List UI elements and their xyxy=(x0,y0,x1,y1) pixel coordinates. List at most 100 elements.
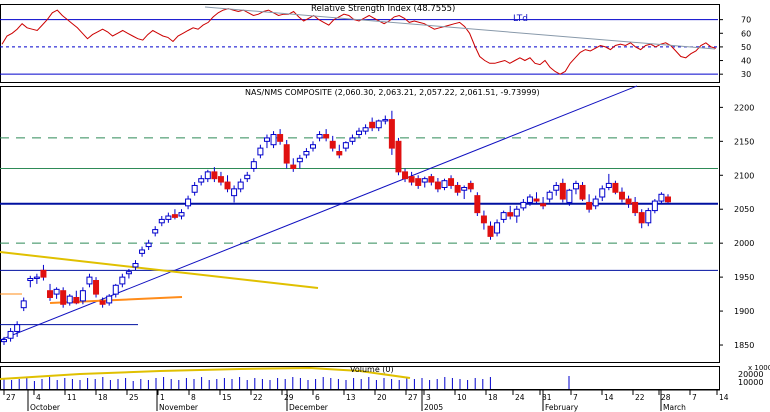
price-title: NAS/NMS COMPOSITE (2,060.30, 2,063.21, 2… xyxy=(245,88,540,97)
candle-body xyxy=(244,174,251,180)
candle-body xyxy=(93,280,100,295)
ltd-annotation: LTd xyxy=(513,14,528,24)
candle-body xyxy=(86,276,93,285)
candle-body xyxy=(119,276,126,285)
candle-body xyxy=(40,269,47,278)
candle-body xyxy=(513,208,520,217)
rsi-line xyxy=(1,8,717,75)
price-tick-label: 1900 xyxy=(734,307,754,316)
candle-body xyxy=(14,324,21,332)
candle-body xyxy=(415,178,422,186)
candle-body xyxy=(480,215,487,224)
candle-body xyxy=(198,178,205,183)
rsi-trendline xyxy=(204,6,716,50)
candle-body xyxy=(375,120,382,129)
candle-body xyxy=(1,339,7,343)
price-tick-label: 2150 xyxy=(734,137,754,146)
candle-body xyxy=(66,295,73,304)
candle-body xyxy=(191,184,198,193)
uptrend-line xyxy=(0,85,638,341)
month-label: November xyxy=(159,403,199,412)
candle-body xyxy=(211,171,218,180)
candle-body xyxy=(618,191,625,200)
price-tick-label: 1850 xyxy=(734,341,754,350)
candle-body xyxy=(336,151,343,156)
candle-body xyxy=(224,181,231,190)
month-label: 2005 xyxy=(424,403,443,412)
x-tick-label: 27 xyxy=(6,393,16,402)
x-tick-label: 3 xyxy=(426,393,431,402)
candle-body xyxy=(651,200,658,212)
candle-body xyxy=(349,137,356,142)
candle-body xyxy=(658,193,665,202)
rsi-tick-label: 70 xyxy=(741,16,751,25)
candle-body xyxy=(474,195,481,214)
candle-body xyxy=(53,288,60,295)
price-panel-frame xyxy=(0,86,720,363)
candle-body xyxy=(217,176,224,183)
x-tick-label: 4 xyxy=(36,393,41,402)
x-tick-label: 27 xyxy=(408,393,418,402)
candle-body xyxy=(546,191,553,200)
x-tick-label: 31 xyxy=(542,393,552,402)
candle-body xyxy=(99,300,106,305)
candle-body xyxy=(612,182,619,193)
x-tick-label: 13 xyxy=(346,393,356,402)
candle-body xyxy=(178,212,185,217)
candle-body xyxy=(145,242,152,248)
rsi-tick-label: 30 xyxy=(741,70,751,79)
candle-body xyxy=(461,186,468,191)
candle-body xyxy=(605,182,612,188)
price-tick-label: 2000 xyxy=(734,239,754,248)
month-label: February xyxy=(545,403,579,412)
candle-body xyxy=(645,210,652,224)
candle-body xyxy=(257,147,264,156)
rsi-title: Relative Strength Index (48.7555) xyxy=(311,4,455,14)
x-tick-label: 7 xyxy=(692,393,697,402)
x-tick-label: 11 xyxy=(67,393,77,402)
candle-body xyxy=(309,144,316,149)
candle-body xyxy=(533,198,540,202)
x-tick-label: 7 xyxy=(573,393,578,402)
candle-body xyxy=(579,184,586,200)
candle-body xyxy=(572,182,579,190)
candle-body xyxy=(500,212,507,220)
volume-tick-20000: 20000 xyxy=(738,370,763,379)
price-tick-label: 2100 xyxy=(734,171,754,180)
candle-body xyxy=(566,189,573,203)
candle-body xyxy=(638,212,645,224)
x-tick-label: 22 xyxy=(635,393,645,402)
price-tick-label: 2200 xyxy=(734,103,754,112)
volume-bars xyxy=(3,376,570,389)
candle-body xyxy=(494,222,501,234)
candle-body xyxy=(277,134,284,142)
candle-body xyxy=(342,142,349,149)
candle-body xyxy=(323,134,330,139)
x-tick-label: 24 xyxy=(515,393,525,402)
resistance-line-yellow xyxy=(0,251,319,289)
x-tick-label: 14 xyxy=(719,393,729,402)
month-label: October xyxy=(30,403,61,412)
candle-body xyxy=(599,188,606,198)
x-tick-label: 22 xyxy=(253,393,263,402)
candle-body xyxy=(402,171,409,180)
candle-body xyxy=(7,330,14,339)
candle-body xyxy=(408,176,415,183)
candle-body xyxy=(454,184,461,193)
candle-body xyxy=(507,212,514,217)
candle-body xyxy=(290,164,297,169)
rsi-tick-label: 60 xyxy=(741,29,751,38)
candle-body xyxy=(316,134,323,139)
candle-body xyxy=(592,198,599,207)
candle-body xyxy=(526,196,533,203)
candle-body xyxy=(665,196,671,203)
x-tick-label: 25 xyxy=(129,393,139,402)
price-tick-label: 1950 xyxy=(734,273,754,282)
candle-body xyxy=(152,229,159,234)
candle-body xyxy=(382,119,389,122)
candle-body xyxy=(125,271,132,275)
candle-body xyxy=(112,284,119,295)
volume-tick-10000: 10000 xyxy=(738,378,763,387)
candle-body xyxy=(296,157,303,163)
